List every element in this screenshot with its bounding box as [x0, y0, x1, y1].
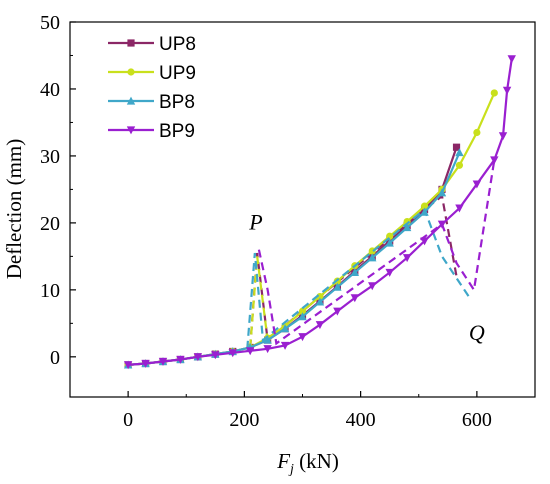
data-point [420, 237, 429, 246]
annotation-q: Q [469, 320, 485, 345]
y-tick-label: 50 [40, 12, 60, 34]
x-axis-title-unit: (kN) [294, 449, 339, 473]
y-tick-label: 10 [40, 280, 60, 302]
legend-item-bp8: BP8 [108, 92, 195, 113]
legend-label: BP9 [159, 121, 195, 142]
data-point [420, 207, 429, 216]
data-point [141, 359, 150, 368]
data-point [472, 180, 482, 189]
legend-label: BP8 [159, 92, 195, 113]
x-tick-label: 600 [462, 409, 492, 431]
data-point [350, 294, 360, 303]
data-point [402, 223, 412, 232]
data-point [127, 68, 135, 76]
axes-layer: 0 200 400 600 0 10 20 30 40 50 [40, 12, 492, 431]
data-point [263, 345, 272, 354]
data-point [280, 341, 290, 350]
x-axis-title-sub: j [288, 462, 294, 477]
y-tick-label: 30 [40, 146, 60, 168]
data-point [473, 128, 481, 137]
data-point [490, 89, 498, 97]
annotation-p: P [248, 210, 262, 235]
data-point [350, 268, 360, 277]
data-point [315, 321, 325, 330]
series-dashed-line [246, 207, 472, 349]
y-axis-title: Deflection (mm) [2, 139, 26, 280]
data-point [193, 353, 203, 362]
series-line [128, 152, 461, 366]
data-point [245, 347, 255, 356]
series-bp8 [123, 148, 472, 369]
data-point [437, 188, 447, 197]
data-point [126, 96, 136, 105]
legend-label: UP8 [159, 34, 196, 55]
y-tick-label: 20 [40, 213, 60, 235]
legend: UP8 UP9 BP8 BP9 [108, 34, 196, 142]
data-point [298, 307, 307, 315]
data-point [263, 335, 272, 344]
series-dashed-line [249, 256, 269, 348]
x-tick-label: 400 [346, 409, 376, 431]
data-point [211, 351, 220, 360]
data-point [298, 312, 307, 321]
data-point [455, 204, 464, 213]
data-point [455, 161, 464, 169]
x-axis-title-main: F [276, 449, 290, 473]
data-point [123, 361, 133, 370]
data-point [502, 86, 512, 95]
data-point [228, 349, 237, 358]
data-point [333, 307, 342, 316]
annotations: PQ [248, 210, 485, 345]
series-bp9 [123, 55, 516, 370]
data-point [126, 126, 136, 135]
data-point [333, 282, 342, 291]
x-tick-label: 0 [123, 409, 133, 431]
x-axis-title: Fj (kN) [276, 449, 339, 477]
data-point [455, 148, 464, 157]
data-point [385, 268, 394, 277]
legend-item-up8: UP8 [108, 34, 196, 55]
legend-item-up9: UP9 [108, 63, 196, 84]
data-point [437, 220, 447, 229]
data-point [498, 132, 508, 141]
y-tick-label: 40 [40, 79, 60, 101]
data-point [385, 238, 394, 247]
data-point [402, 254, 412, 263]
data-point [176, 355, 185, 364]
data-point [507, 55, 516, 64]
data-point [490, 156, 499, 165]
series-layer [123, 55, 516, 370]
data-point [298, 333, 307, 342]
data-point [368, 282, 377, 291]
x-tick-label: 200 [229, 409, 259, 431]
legend-item-bp9: BP9 [108, 121, 195, 142]
legend-label: UP9 [159, 63, 196, 84]
data-point [452, 143, 461, 151]
data-point [368, 253, 377, 262]
data-point [127, 39, 135, 47]
y-tick-label: 0 [50, 347, 60, 369]
data-point [420, 202, 429, 210]
data-point [280, 324, 290, 333]
data-point [315, 297, 325, 306]
data-point [158, 357, 168, 366]
